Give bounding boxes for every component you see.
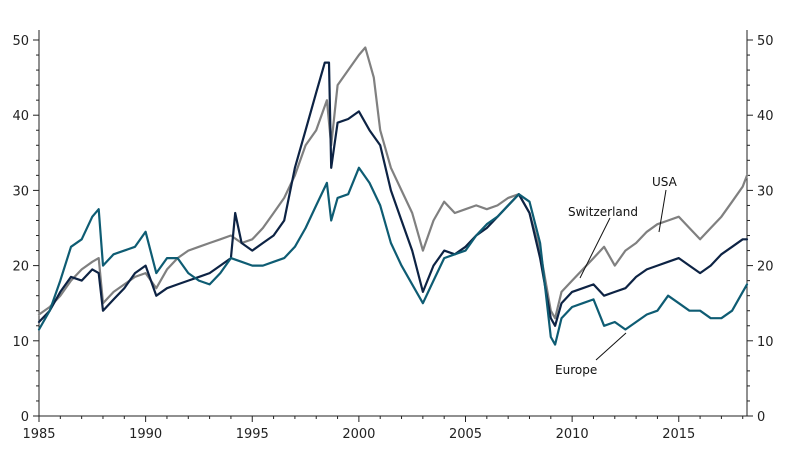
y-tick-label-right: 40: [757, 109, 774, 124]
usa-annotation-label: USA: [652, 175, 678, 189]
europe-annotation-label: Europe: [555, 363, 597, 377]
series-line-switzerland: [37, 61, 749, 327]
switzerland-annotation-label: Switzerland: [568, 205, 638, 219]
y-tick-label-right: 20: [757, 260, 774, 275]
x-tick-label: 2010: [556, 427, 589, 442]
annotations: USA Switzerland Europe: [555, 175, 678, 377]
x-tick-label: 2015: [662, 427, 695, 442]
switzerland-annotation-leader: [579, 217, 611, 279]
y-tick-label-left: 30: [12, 184, 29, 199]
x-tick-label: 2005: [449, 427, 482, 442]
axes: 0 0 10 10 20 20 30 30 40 40 50 50 1985 1990 1995 2000 20…: [12, 30, 774, 442]
y-tick-label-left: 0: [21, 410, 29, 425]
usa-annotation-leader: [658, 189, 667, 233]
x-tick-label: 1990: [129, 427, 162, 442]
y-tick-label-left: 10: [12, 335, 29, 350]
series-line-usa: [37, 46, 749, 320]
y-tick-label-right: 10: [757, 335, 774, 350]
y-tick-label-right: 30: [757, 184, 774, 199]
y-tick-label-left: 50: [12, 34, 29, 49]
x-tick-label: 2000: [342, 427, 375, 442]
y-tick-label-left: 20: [12, 260, 29, 275]
series-line-europe: [37, 166, 749, 346]
y-tick-label-right: 0: [757, 410, 765, 425]
y-tick-label-left: 40: [12, 109, 29, 124]
y-tick-label-right: 50: [757, 34, 774, 49]
europe-annotation-leader: [595, 332, 627, 361]
x-tick-label: 1995: [236, 427, 269, 442]
series-lines: [37, 46, 749, 346]
x-tick-label: 1985: [22, 427, 55, 442]
